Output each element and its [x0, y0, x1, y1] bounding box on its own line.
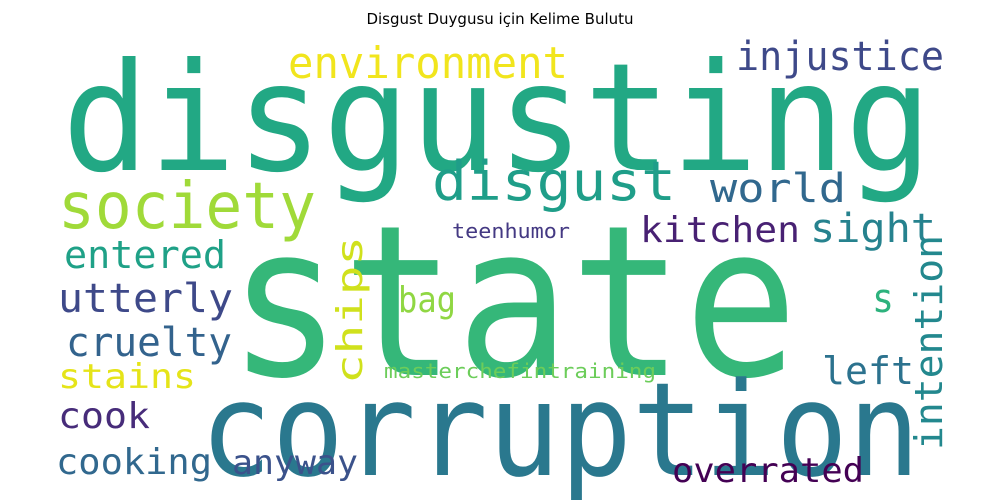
word-intention: intention	[907, 235, 951, 450]
word-bag: bag	[398, 280, 456, 321]
word-sight: sight	[810, 206, 936, 252]
word-s: s	[872, 276, 894, 322]
word-state: state	[228, 180, 798, 425]
word-kitchen: kitchen	[640, 210, 800, 251]
word-society: society	[58, 170, 316, 244]
word-cruelty: cruelty	[66, 320, 232, 366]
word-cooking: cooking	[56, 442, 212, 483]
word-masterchefintraining: masterchefintraining	[384, 359, 656, 383]
word-disgusting: disgusting	[62, 32, 932, 206]
word-anyway: anyway	[232, 443, 358, 483]
word-corruption: corruption	[200, 354, 920, 500]
word-environment: environment	[288, 38, 568, 89]
word-utterly: utterly	[58, 276, 233, 322]
word-entered: entered	[64, 233, 226, 277]
word-injustice: injustice	[736, 34, 944, 80]
word-stains: stains	[58, 357, 196, 397]
word-cook: cook	[58, 396, 150, 437]
word-overrated: overrated	[672, 451, 864, 491]
word-teenhumor: teenhumor	[452, 219, 570, 243]
word-left: left	[822, 349, 914, 393]
word-world: world	[710, 166, 846, 212]
word-chips: chips	[330, 236, 371, 384]
chart-title: Disgust Duygusu için Kelime Bulutu	[366, 10, 634, 28]
word-disgust: disgust	[432, 150, 676, 213]
